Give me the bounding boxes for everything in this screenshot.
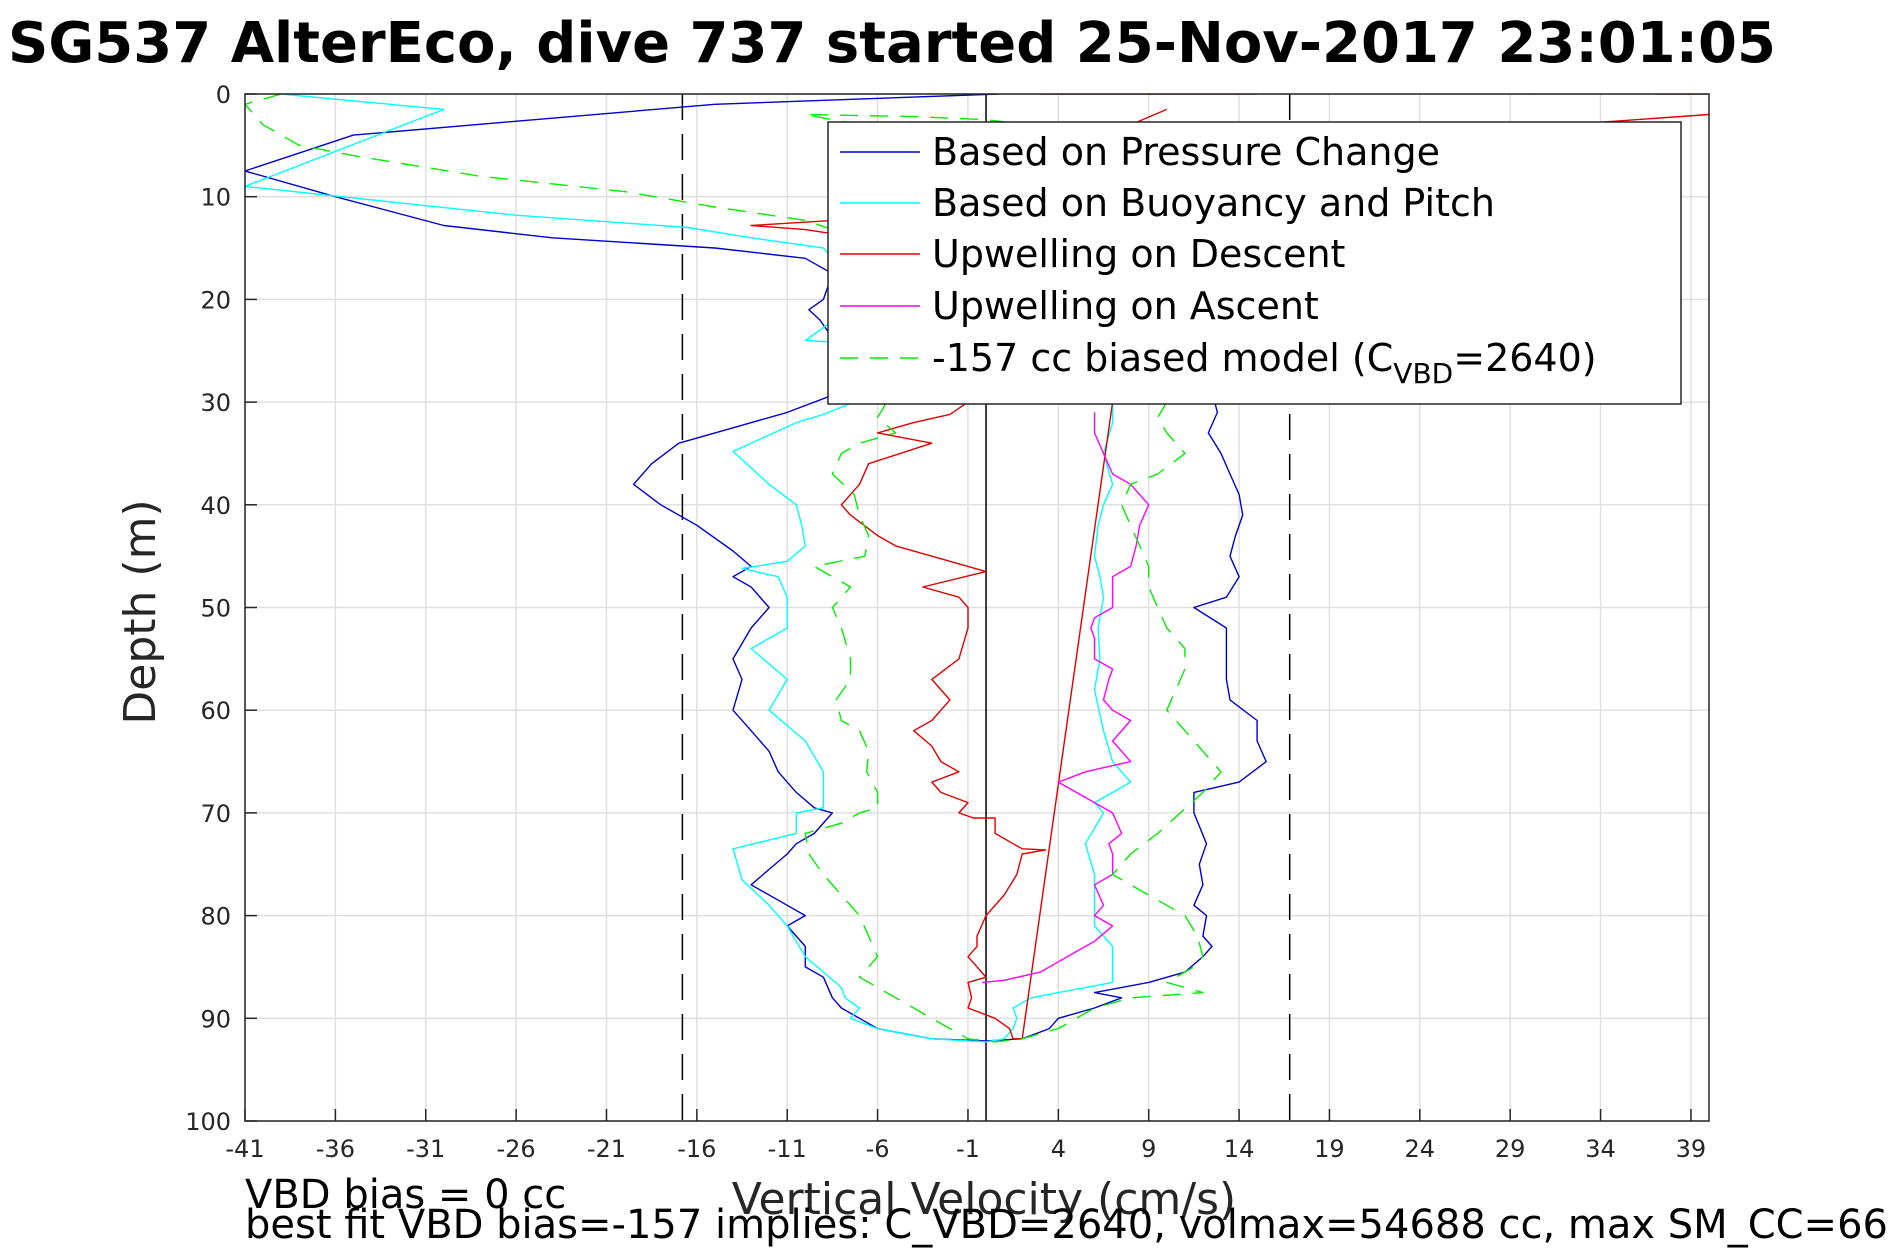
- y-tick-label: 80: [200, 903, 231, 931]
- y-tick-label: 0: [216, 81, 231, 109]
- series-line-2: [840, 401, 1047, 1040]
- x-tick-label: 34: [1585, 1135, 1616, 1163]
- series-line-2: [1021, 402, 1114, 1039]
- x-tick-label: -41: [225, 1135, 264, 1163]
- x-tick-label: -6: [866, 1135, 890, 1163]
- x-tick-label: -21: [587, 1135, 626, 1163]
- legend-model-prefix: -157 cc biased model (C: [932, 336, 1393, 380]
- x-tick-label: -1: [956, 1135, 980, 1163]
- x-tick-label: -11: [768, 1135, 807, 1163]
- x-tick-label: 9: [1141, 1135, 1156, 1163]
- x-tick-label: -26: [497, 1135, 536, 1163]
- x-tick-label: 14: [1224, 1135, 1255, 1163]
- x-tick-label: 4: [1051, 1135, 1066, 1163]
- legend-label-descent: Upwelling on Descent: [932, 232, 1345, 276]
- legend-model-suffix: =2640): [1453, 336, 1596, 380]
- x-tick-label: 29: [1495, 1135, 1526, 1163]
- chart-title: SG537 AlterEco, dive 737 started 25-Nov-…: [8, 11, 1776, 76]
- legend: Based on Pressure Change Based on Buoyan…: [827, 121, 1682, 405]
- y-tick-label: 100: [185, 1108, 231, 1136]
- legend-box: [827, 121, 1682, 405]
- x-tick-label: 39: [1676, 1135, 1707, 1163]
- y-tick-label: 10: [200, 184, 231, 212]
- y-tick-label: 70: [200, 800, 231, 828]
- best-fit-note: best fit VBD bias=-157 implies: C_VBD=26…: [245, 1202, 1890, 1248]
- series-line-3: [982, 412, 1150, 984]
- axis-ticks: -41 -36 -31 -26 -21 -16 -11 -6 -1 4 9 14 19 24 29 34 39 0…: [185, 81, 1706, 1163]
- y-axis-label: Depth (m): [115, 499, 166, 724]
- x-tick-label: -16: [677, 1135, 716, 1163]
- x-axis-label: Vertical Velocity (cm/s): [732, 1174, 1236, 1225]
- legend-label-buoyancy: Based on Buoyancy and Pitch: [932, 181, 1495, 225]
- legend-model-subscript: VBD: [1393, 357, 1453, 390]
- y-tick-label: 30: [200, 389, 231, 417]
- x-tick-label: -31: [406, 1135, 445, 1163]
- series-line-4: [804, 401, 1222, 1043]
- y-tick-label: 20: [200, 286, 231, 314]
- x-tick-label: 19: [1314, 1135, 1345, 1163]
- series-line-4: [245, 94, 842, 234]
- vbd-bias-note: VBD bias = 0 cc: [245, 1172, 566, 1218]
- legend-label-model: -157 cc biased model (CVBD=2640): [932, 336, 1597, 390]
- y-tick-label: 40: [200, 492, 231, 520]
- series-line-0: [245, 94, 1267, 1042]
- y-tick-label: 60: [200, 697, 231, 725]
- x-tick-label: 24: [1405, 1135, 1436, 1163]
- y-tick-label: 50: [200, 595, 231, 623]
- legend-label-ascent: Upwelling on Ascent: [932, 284, 1319, 328]
- x-tick-label: -36: [316, 1135, 355, 1163]
- y-tick-label: 90: [200, 1005, 231, 1033]
- legend-label-pressure: Based on Pressure Change: [932, 130, 1440, 174]
